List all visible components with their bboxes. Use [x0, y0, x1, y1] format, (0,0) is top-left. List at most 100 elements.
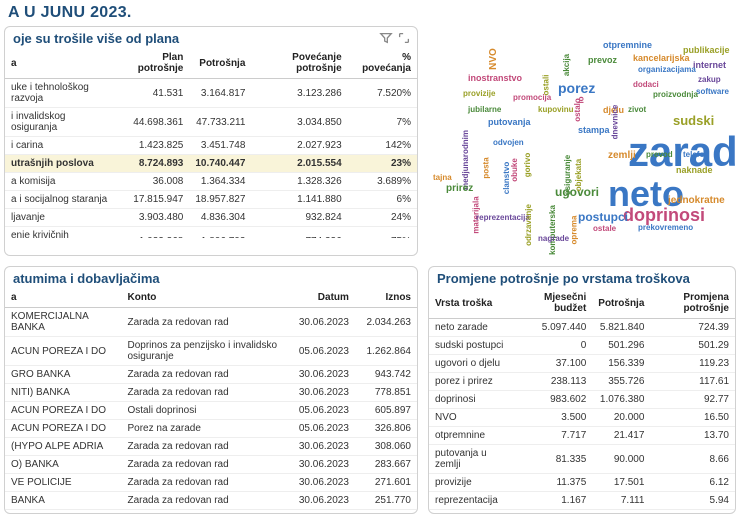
col-header[interactable]: Konto — [122, 288, 293, 308]
wordcloud-word[interactable]: inostranstvo — [468, 74, 522, 83]
wordcloud-word[interactable]: zakup — [698, 76, 721, 84]
wordcloud-word[interactable]: objekata — [575, 159, 583, 191]
wordcloud-word[interactable]: otpremnine — [603, 41, 652, 50]
cell: Otplata po osnovu sudskih rjesenja — [122, 510, 293, 514]
table-row[interactable]: VE POLICIJEZarada za redovan rad30.06.20… — [5, 474, 417, 492]
wordcloud-word[interactable]: osiguranje — [564, 155, 572, 195]
table-row[interactable]: GRO BANKAZarada za redovan rad30.06.2023… — [5, 366, 417, 384]
col-header[interactable]: Plan potrošnje — [113, 48, 189, 79]
cell: neto zarade — [429, 319, 517, 337]
wordcloud-word[interactable]: porez — [558, 81, 595, 95]
wordcloud-word[interactable]: prirez — [446, 184, 473, 194]
table-row[interactable]: NVO3.50020.00016.50 — [429, 409, 735, 427]
table-row[interactable]: reprezentacija1.1677.1115.94 — [429, 492, 735, 510]
table-row[interactable]: utrašnjih poslova8.724.89310.740.4472.01… — [5, 155, 417, 173]
table-row[interactable]: uke i tehnološkog razvoja41.5313.164.817… — [5, 79, 417, 108]
table-row[interactable]: ugovori o djelu37.100156.339119.23 — [429, 355, 735, 373]
table-row[interactable]: neto zarade5.097.4405.821.840724.39 — [429, 319, 735, 337]
col-header[interactable]: a — [5, 288, 122, 308]
col-header[interactable]: Iznos — [355, 288, 417, 308]
table-row[interactable]: a i socijalnog staranja17.815.94718.957.… — [5, 191, 417, 209]
wordcloud-word[interactable]: ostale — [593, 225, 616, 233]
table-row[interactable]: ljavanje3.903.4804.836.304932.82424% — [5, 209, 417, 227]
table-row[interactable]: porez i prirez238.113355.726117.61 — [429, 373, 735, 391]
table-row[interactable]: enje krivičnih sankcija1.032.3681.806.70… — [5, 227, 417, 239]
cell: 7.717 — [517, 427, 592, 445]
wordcloud-word[interactable]: proizvodnja — [653, 91, 698, 99]
wordcloud-word[interactable]: komputerska — [549, 205, 557, 255]
col-header[interactable]: Potrošnja — [189, 48, 251, 79]
wordcloud-word[interactable]: odvojen — [493, 139, 524, 147]
wordcloud-word[interactable]: obuke — [511, 158, 519, 182]
wordcloud-word[interactable]: telefon — [683, 151, 709, 159]
table-row[interactable]: KOMERCIJALNA BANKAZarada za redovan rad3… — [5, 308, 417, 337]
cell: 44.698.361 — [113, 108, 189, 137]
wordcloud-word[interactable]: NVO — [489, 48, 499, 70]
wordcloud-word[interactable]: internet — [693, 61, 726, 70]
wordcloud-word[interactable]: reprezentacija — [476, 214, 530, 222]
table-row[interactable]: a komisija36.0081.364.3341.328.3263.689% — [5, 173, 417, 191]
table-row[interactable]: sudski postupci0501.296501.29 — [429, 337, 735, 355]
wordcloud-word[interactable]: zivot — [628, 106, 646, 114]
wordcloud-word[interactable]: dnevnice — [611, 105, 619, 140]
wordcloud-word[interactable]: prekovremeno — [638, 224, 693, 232]
wordcloud-word[interactable]: organizacijama — [638, 66, 696, 74]
wordcloud-word[interactable]: posta — [483, 157, 491, 178]
wordcloud-word[interactable]: jednokratne — [668, 196, 725, 206]
wordcloud-word[interactable]: oprema — [570, 216, 578, 245]
col-header[interactable]: Mjesečni budžet — [517, 288, 592, 319]
wordcloud-word[interactable]: sudski — [673, 114, 714, 127]
table-row[interactable]: (HYPO ALPE ADRIAZarada za redovan rad30.… — [5, 438, 417, 456]
table-row[interactable]: i carina1.423.8253.451.7482.027.923142% — [5, 137, 417, 155]
wordcloud-word[interactable]: putovanja — [488, 118, 531, 127]
wordcloud-word[interactable]: kupovinu — [538, 106, 574, 114]
table-row[interactable]: ACUN POREZA I DOPorez na zarade05.06.202… — [5, 420, 417, 438]
wordcloud-word[interactable]: provizije — [463, 90, 495, 98]
wordcloud-word[interactable]: odrzavanje — [525, 204, 533, 246]
wordcloud-word[interactable]: dodaci — [633, 81, 659, 89]
wordcloud-word[interactable]: jubilarne — [468, 106, 501, 114]
wordcloud-word[interactable]: doprinosi — [623, 206, 705, 224]
filter-icon[interactable] — [379, 31, 393, 45]
wordcloud-word[interactable]: ostali — [542, 75, 550, 96]
col-header[interactable]: Promjena potrošnje — [650, 288, 735, 319]
wordcloud-word[interactable]: zemlji — [608, 151, 636, 161]
wordcloud-word[interactable]: medjunarodnim — [462, 130, 470, 190]
table-row[interactable]: BANKAZarada za redovan rad30.06.2023251.… — [5, 492, 417, 510]
table-row[interactable]: jednokratne pomoci35.12537.5192.39 — [429, 510, 735, 514]
wordcloud-word[interactable]: akcija — [563, 54, 571, 76]
wordcloud-word[interactable]: postupci — [578, 211, 628, 223]
table-row[interactable]: BANKAOtplata po osnovu sudskih rjesenja2… — [5, 510, 417, 514]
col-header[interactable]: Povećanje potrošnje — [251, 48, 347, 79]
col-header[interactable]: Vrsta troška — [429, 288, 517, 319]
col-header[interactable]: Datum — [293, 288, 355, 308]
wordcloud-word[interactable]: prevoz — [588, 56, 617, 65]
wordcloud-word[interactable]: kancelarijska — [633, 54, 690, 63]
table-row[interactable]: putovanja u zemlji81.33590.0008.66 — [429, 445, 735, 474]
expand-icon[interactable] — [397, 31, 411, 45]
cell: BANKA — [5, 510, 122, 514]
col-header[interactable]: a — [5, 48, 113, 79]
table-row[interactable]: ACUN POREZA I DODoprinos za penzijsko i … — [5, 337, 417, 366]
wordcloud-word[interactable]: nagrade — [538, 235, 569, 243]
wordcloud-word[interactable]: software — [696, 88, 729, 96]
wordcloud-word[interactable]: stampa — [578, 126, 610, 135]
table-row[interactable]: ACUN POREZA I DOOstali doprinosi05.06.20… — [5, 402, 417, 420]
wordcloud-word[interactable]: tajna — [433, 174, 452, 182]
table-row[interactable]: doprinosi983.6021.076.38092.77 — [429, 391, 735, 409]
cell: 3.451.748 — [189, 137, 251, 155]
table-row[interactable]: otpremnine7.71721.41713.70 — [429, 427, 735, 445]
table-row[interactable]: provizije11.37517.5016.12 — [429, 474, 735, 492]
col-header[interactable]: Potrošnja — [592, 288, 650, 319]
wordcloud-word[interactable]: gorivo — [524, 153, 532, 177]
cell: enje krivičnih sankcija — [5, 227, 113, 239]
wordcloud-word[interactable]: naknade — [676, 166, 713, 175]
cell: 18.957.827 — [189, 191, 251, 209]
cell: 2.39 — [650, 510, 735, 514]
wordcloud-word[interactable]: prevod — [646, 151, 673, 159]
col-header[interactable]: % povećanja — [348, 48, 417, 79]
table-row[interactable]: NITI) BANKAZarada za redovan rad30.06.20… — [5, 384, 417, 402]
wordcloud-word[interactable]: lo — [578, 96, 586, 103]
table-row[interactable]: i invalidskog osiguranja44.698.36147.733… — [5, 108, 417, 137]
table-row[interactable]: O) BANKAZarada za redovan rad30.06.20232… — [5, 456, 417, 474]
